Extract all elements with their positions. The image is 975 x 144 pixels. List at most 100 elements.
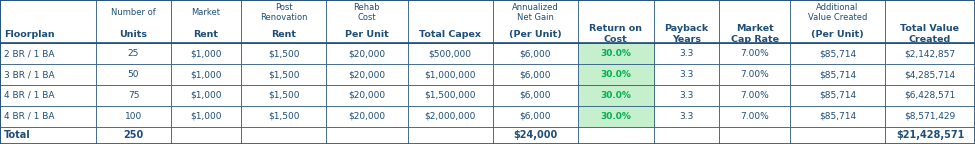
Bar [790, 43, 885, 64]
Text: 30.0%: 30.0% [601, 70, 631, 79]
Bar [171, 85, 241, 106]
Text: $20,000: $20,000 [348, 70, 385, 79]
Bar [720, 64, 790, 85]
Bar [408, 64, 492, 85]
Text: 3.3: 3.3 [680, 70, 694, 79]
Text: Floorplan: Floorplan [4, 30, 55, 39]
Text: 3.3: 3.3 [680, 49, 694, 58]
Bar [326, 127, 408, 144]
Text: 75: 75 [128, 91, 139, 100]
Bar [790, 0, 885, 43]
Bar [720, 0, 790, 43]
Text: $24,000: $24,000 [513, 130, 558, 140]
Text: Post
Renovation: Post Renovation [260, 3, 307, 22]
Bar [97, 0, 171, 43]
Text: $1,000,000: $1,000,000 [424, 70, 476, 79]
Text: $20,000: $20,000 [348, 49, 385, 58]
Bar [0, 85, 97, 106]
Bar [171, 43, 241, 64]
Bar [408, 106, 492, 127]
Text: 7.00%: 7.00% [740, 70, 769, 79]
Text: Rehab
Cost: Rehab Cost [354, 3, 380, 22]
Text: 7.00%: 7.00% [740, 112, 769, 121]
Text: $1,500: $1,500 [268, 70, 299, 79]
Text: 2 BR / 1 BA: 2 BR / 1 BA [4, 49, 55, 58]
Bar [97, 43, 171, 64]
Bar [326, 64, 408, 85]
Text: $21,428,571: $21,428,571 [896, 130, 964, 140]
Text: Return on
Cost: Return on Cost [589, 24, 643, 44]
Bar [790, 127, 885, 144]
Text: $4,285,714: $4,285,714 [905, 70, 956, 79]
Bar [241, 85, 326, 106]
Text: 3.3: 3.3 [680, 112, 694, 121]
Text: $1,500: $1,500 [268, 49, 299, 58]
Bar [885, 127, 975, 144]
Bar [654, 85, 720, 106]
Text: (Per Unit): (Per Unit) [509, 30, 562, 39]
Bar [885, 0, 975, 43]
Bar [720, 43, 790, 64]
Text: $8,571,429: $8,571,429 [905, 112, 956, 121]
Text: Annualized
Net Gain: Annualized Net Gain [512, 3, 559, 22]
Text: 100: 100 [125, 112, 142, 121]
Text: Rent: Rent [193, 30, 218, 39]
Bar [790, 85, 885, 106]
Bar [654, 0, 720, 43]
Bar [577, 64, 654, 85]
Text: 4 BR / 1 BA: 4 BR / 1 BA [4, 91, 55, 100]
Bar [241, 64, 326, 85]
Bar [0, 64, 97, 85]
Text: 7.00%: 7.00% [740, 91, 769, 100]
Text: $20,000: $20,000 [348, 91, 385, 100]
Text: $6,000: $6,000 [520, 49, 551, 58]
Text: $1,000: $1,000 [190, 70, 221, 79]
Text: 3.3: 3.3 [680, 91, 694, 100]
Text: 25: 25 [128, 49, 139, 58]
Bar [97, 85, 171, 106]
Text: 30.0%: 30.0% [601, 91, 631, 100]
Bar [326, 106, 408, 127]
Bar [171, 127, 241, 144]
Bar [408, 43, 492, 64]
Bar [492, 85, 577, 106]
Bar [171, 106, 241, 127]
Text: $1,000: $1,000 [190, 112, 221, 121]
Text: Additional
Value Created: Additional Value Created [807, 3, 867, 22]
Bar [492, 0, 577, 43]
Text: Rent: Rent [271, 30, 296, 39]
Text: Market
Cap Rate: Market Cap Rate [730, 24, 779, 44]
Text: $85,714: $85,714 [819, 112, 856, 121]
Bar [654, 127, 720, 144]
Text: Market: Market [191, 8, 220, 17]
Text: 50: 50 [128, 70, 139, 79]
Text: $85,714: $85,714 [819, 70, 856, 79]
Text: Total Capex: Total Capex [419, 30, 482, 39]
Bar [97, 127, 171, 144]
Text: Number of: Number of [111, 8, 156, 17]
Text: (Per Unit): (Per Unit) [811, 30, 864, 39]
Bar [577, 43, 654, 64]
Bar [720, 106, 790, 127]
Bar [408, 127, 492, 144]
Bar [97, 106, 171, 127]
Bar [577, 106, 654, 127]
Bar [241, 106, 326, 127]
Bar [790, 64, 885, 85]
Text: 30.0%: 30.0% [601, 49, 631, 58]
Text: $1,500,000: $1,500,000 [424, 91, 476, 100]
Bar [0, 0, 97, 43]
Bar [654, 43, 720, 64]
Bar [577, 85, 654, 106]
Text: $85,714: $85,714 [819, 91, 856, 100]
Text: 7.00%: 7.00% [740, 49, 769, 58]
Bar [885, 43, 975, 64]
Text: $500,000: $500,000 [429, 49, 472, 58]
Bar [654, 106, 720, 127]
Text: $85,714: $85,714 [819, 49, 856, 58]
Bar [326, 0, 408, 43]
Bar [492, 127, 577, 144]
Text: 250: 250 [124, 130, 143, 140]
Bar [492, 43, 577, 64]
Text: Total: Total [4, 130, 30, 140]
